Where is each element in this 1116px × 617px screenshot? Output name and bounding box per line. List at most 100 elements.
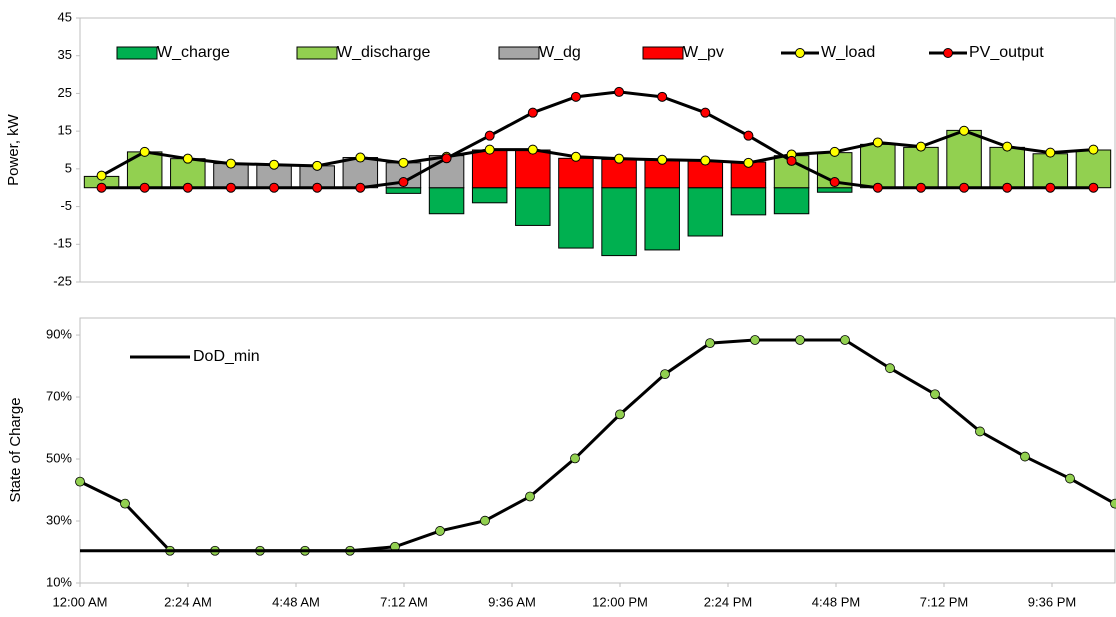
legend-swatch <box>796 49 805 58</box>
marker <box>744 158 753 167</box>
marker <box>140 183 149 192</box>
x-tick-label: 2:24 PM <box>704 594 752 609</box>
legend-label: W_dg <box>539 44 581 61</box>
marker <box>976 427 985 436</box>
x-tick-label: 9:36 AM <box>488 594 536 609</box>
y-tick-label: 30% <box>46 512 72 527</box>
marker <box>873 183 882 192</box>
bar <box>731 188 766 215</box>
marker <box>1066 474 1075 483</box>
marker <box>399 158 408 167</box>
marker <box>1021 452 1030 461</box>
marker <box>183 154 192 163</box>
marker <box>571 92 580 101</box>
bar <box>645 188 680 250</box>
legend-label: W_charge <box>157 44 230 61</box>
marker <box>313 161 322 170</box>
marker <box>140 147 149 156</box>
legend-swatch <box>643 47 683 59</box>
marker <box>658 155 667 164</box>
line <box>80 340 1115 551</box>
marker <box>615 154 624 163</box>
marker <box>121 499 130 508</box>
marker <box>916 142 925 151</box>
marker <box>183 183 192 192</box>
marker <box>97 183 106 192</box>
marker <box>706 339 715 348</box>
bar <box>861 144 896 187</box>
y-tick-label: 15 <box>58 123 72 138</box>
marker <box>226 159 235 168</box>
legend-swatch <box>499 47 539 59</box>
marker <box>76 477 85 486</box>
marker <box>931 390 940 399</box>
marker <box>1089 145 1098 154</box>
marker <box>658 92 667 101</box>
bar <box>990 147 1025 187</box>
legend-swatch <box>944 49 953 58</box>
y-tick-label: 5 <box>65 160 72 175</box>
y-tick-label: 45 <box>58 9 72 24</box>
marker <box>313 183 322 192</box>
marker <box>485 145 494 154</box>
marker <box>97 171 106 180</box>
marker <box>1046 183 1055 192</box>
bar <box>472 188 507 203</box>
marker <box>796 336 805 345</box>
marker <box>886 364 895 373</box>
legend-label: PV_output <box>969 44 1044 61</box>
marker <box>356 153 365 162</box>
bar <box>516 150 551 188</box>
marker <box>571 454 580 463</box>
marker <box>873 138 882 147</box>
y-tick-label: 25 <box>58 85 72 100</box>
bar <box>1076 150 1111 188</box>
marker <box>526 492 535 501</box>
marker <box>960 126 969 135</box>
legend-label: W_load <box>821 44 875 61</box>
x-tick-label: 4:48 AM <box>272 594 320 609</box>
x-tick-label: 2:24 AM <box>164 594 212 609</box>
marker <box>270 183 279 192</box>
bar <box>947 130 982 187</box>
legend-label: W_discharge <box>337 44 430 61</box>
bar <box>1033 154 1068 188</box>
marker <box>830 147 839 156</box>
marker <box>270 160 279 169</box>
x-tick-label: 7:12 AM <box>380 594 428 609</box>
marker <box>356 183 365 192</box>
marker <box>436 526 445 535</box>
x-tick-label: 7:12 PM <box>920 594 968 609</box>
x-tick-label: 4:48 PM <box>812 594 860 609</box>
bar <box>429 188 464 214</box>
marker <box>481 516 490 525</box>
marker <box>528 108 537 117</box>
marker <box>960 183 969 192</box>
marker <box>571 152 580 161</box>
marker <box>661 370 670 379</box>
legend-swatch <box>297 47 337 59</box>
bar <box>904 147 939 187</box>
bar <box>559 158 594 187</box>
marker <box>744 131 753 140</box>
bar <box>516 188 551 226</box>
marker <box>701 156 710 165</box>
marker <box>701 108 710 117</box>
marker <box>399 178 408 187</box>
marker <box>916 183 925 192</box>
bar <box>559 188 594 248</box>
y-axis-title: Power, kW <box>5 113 22 186</box>
marker <box>1003 183 1012 192</box>
y-axis-title: State of Charge <box>7 397 24 502</box>
y-tick-label: -15 <box>53 236 72 251</box>
bar <box>386 188 421 194</box>
y-tick-label: -5 <box>60 198 72 213</box>
x-tick-label: 9:36 PM <box>1028 594 1076 609</box>
marker <box>226 183 235 192</box>
bar <box>774 188 809 214</box>
marker <box>615 87 624 96</box>
bar <box>688 188 723 236</box>
legend-swatch <box>117 47 157 59</box>
marker <box>841 336 850 345</box>
